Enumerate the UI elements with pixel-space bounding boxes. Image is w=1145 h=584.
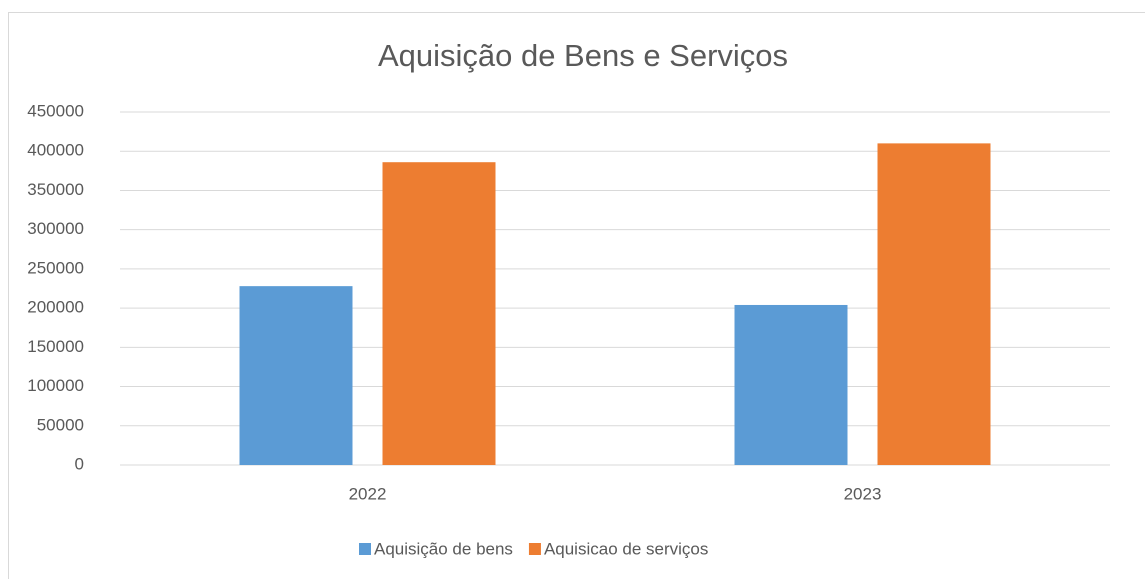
x-tick-label: 2022	[349, 484, 387, 503]
bar	[878, 143, 991, 465]
y-tick-label: 450000	[27, 101, 84, 120]
y-tick-label: 0	[75, 454, 84, 473]
legend-swatch	[359, 543, 371, 555]
x-tick-label: 2023	[844, 484, 882, 503]
bar	[383, 162, 496, 465]
legend-label: Aquisição de bens	[374, 539, 513, 558]
chart-title: Aquisição de Bens e Serviços	[378, 38, 788, 73]
y-tick-label: 250000	[27, 258, 84, 277]
bar	[240, 286, 353, 465]
legend-swatch	[529, 543, 541, 555]
y-tick-label: 350000	[27, 180, 84, 199]
y-tick-label: 100000	[27, 376, 84, 395]
y-tick-label: 150000	[27, 337, 84, 356]
y-tick-label: 300000	[27, 219, 84, 238]
y-tick-label: 200000	[27, 298, 84, 317]
bar	[735, 305, 848, 465]
legend-label: Aquisicao de serviços	[544, 539, 708, 558]
y-tick-label: 400000	[27, 141, 84, 160]
y-tick-label: 50000	[37, 415, 84, 434]
